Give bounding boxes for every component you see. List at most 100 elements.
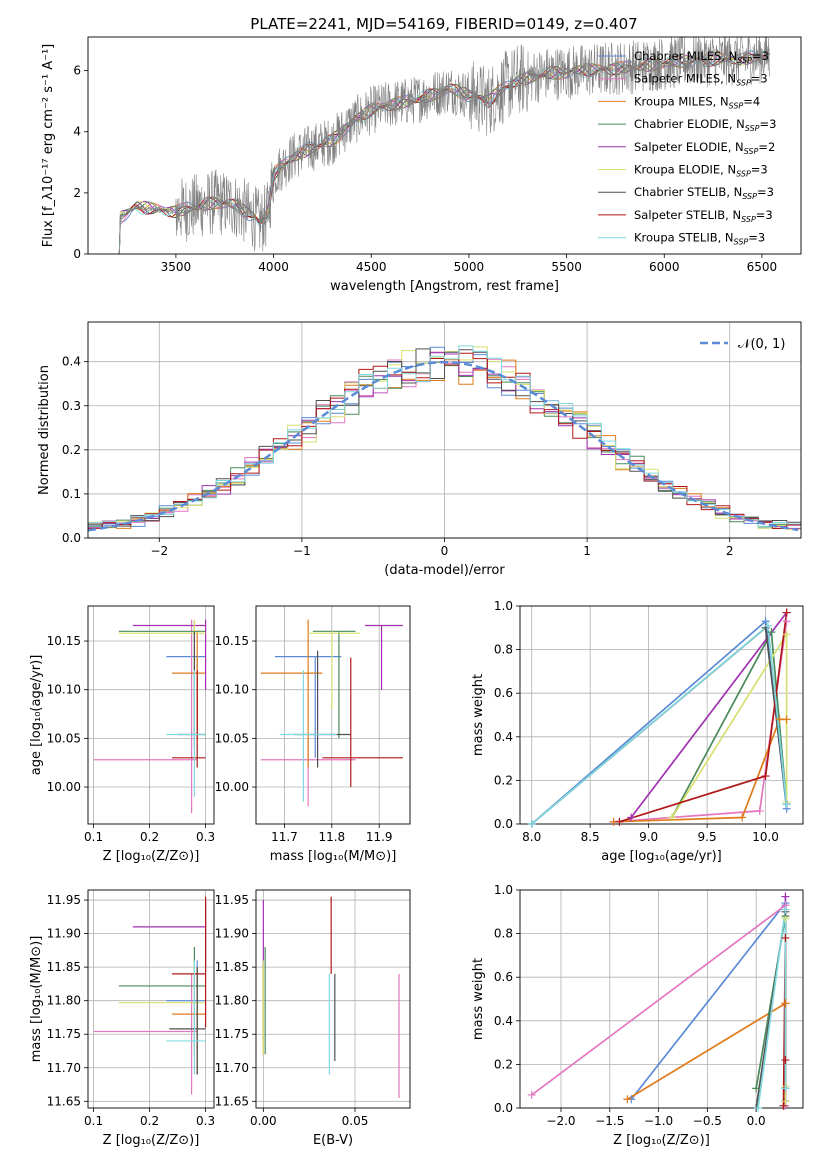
x-tick-label: 11.7 bbox=[271, 830, 298, 844]
x-tick-label: 9.0 bbox=[639, 830, 658, 844]
weight-marker bbox=[627, 813, 636, 822]
y-tick-label: 4 bbox=[73, 125, 81, 139]
y-tick-label: 10.10 bbox=[47, 683, 81, 697]
y-tick-label: 1.0 bbox=[494, 599, 513, 613]
y-tick-label: 0.6 bbox=[494, 686, 513, 700]
x-tick-label: −1 bbox=[293, 544, 311, 558]
weight-line bbox=[630, 611, 788, 819]
y-tick-label: 10.05 bbox=[47, 731, 81, 745]
x-axis-label: mass [log₁₀(M/M⊙)] bbox=[270, 849, 397, 864]
y-tick-label: 11.80 bbox=[47, 994, 81, 1008]
plot-layer: 3500 4000 4500 5000 5500 6000 6500 0 2 4 6 waveleng… bbox=[29, 36, 804, 1148]
weight-marker bbox=[738, 813, 747, 822]
x-tick-label: 11.9 bbox=[366, 830, 393, 844]
weight-marker bbox=[781, 933, 790, 942]
weight-marker bbox=[779, 1101, 788, 1110]
y-tick-label: 10.00 bbox=[215, 780, 249, 794]
histogram-step bbox=[88, 345, 801, 527]
x-tick-label: 5000 bbox=[454, 260, 485, 274]
y-tick-label: 11.65 bbox=[215, 1094, 249, 1108]
histogram-step bbox=[88, 352, 801, 529]
y-axis-label: Flux [f_λ10⁻¹⁷ erg cm⁻² s⁻¹ A⁻¹] bbox=[41, 44, 56, 248]
spectrum-legend: Chabrier MILES, NSSP=3 Salpeter MILES, NS… bbox=[598, 49, 776, 247]
y-axis-label: mass weight bbox=[471, 674, 486, 756]
axes-frame bbox=[87, 321, 802, 539]
legend-label: Kroupa MILES, NSSP=4 bbox=[634, 94, 760, 110]
weight-marker bbox=[781, 1056, 790, 1065]
y-tick-label: 1.0 bbox=[494, 883, 513, 897]
x-tick-label: 1 bbox=[583, 544, 591, 558]
legend-label: Chabrier STELIB, NSSP=3 bbox=[634, 185, 774, 201]
y-tick-label: 11.70 bbox=[47, 1061, 81, 1075]
x-axis-label: Z [log₁₀(Z/Z⊙)] bbox=[613, 1133, 710, 1148]
x-tick-label: 0.00 bbox=[250, 1114, 277, 1128]
y-tick-label: 0.4 bbox=[494, 730, 513, 744]
x-tick-label: −0.5 bbox=[693, 1114, 722, 1128]
legend-label: 𝒩(0, 1) bbox=[738, 337, 785, 352]
plot-area-spectrum bbox=[118, 37, 771, 254]
y-tick-label: 11.65 bbox=[47, 1094, 81, 1108]
x-tick-label: 6500 bbox=[747, 260, 778, 274]
legend-label: Salpeter STELIB, NSSP=3 bbox=[634, 208, 773, 224]
x-axis-label: Z [log₁₀(Z/Z⊙)] bbox=[103, 849, 200, 864]
y-axis-label: mass weight bbox=[471, 958, 486, 1040]
x-tick-label: 0.2 bbox=[140, 830, 159, 844]
axes-mass_vs_EBV: 0.00 0.05 11.65 11.70 11.75 11.80 11.85 11.90 11… bbox=[215, 889, 411, 1148]
weight-marker bbox=[761, 772, 770, 781]
y-tick-label: 0.0 bbox=[494, 1101, 513, 1115]
weight-marker bbox=[782, 608, 791, 617]
y-tick-label: 10.10 bbox=[215, 683, 249, 697]
axes-massweight_vs_age: 8.0 8.5 9.0 9.5 10.0 0.0 0.2 0.4 0.6 0.8 1.0 age [l… bbox=[471, 599, 804, 864]
axes-age_vs_Z: 0.1 0.2 0.3 10.00 10.05 10.10 10.15 Z [log₁₀(Z/… bbox=[29, 605, 215, 864]
y-tick-label: 11.85 bbox=[215, 960, 249, 974]
x-axis-label: (data-model)/error bbox=[384, 563, 505, 578]
plot-area-residuals bbox=[88, 345, 801, 532]
x-tick-label: 0.1 bbox=[84, 1114, 103, 1128]
y-tick-label: 11.70 bbox=[215, 1061, 249, 1075]
y-tick-label: 0.4 bbox=[494, 1014, 513, 1028]
weight-marker bbox=[767, 628, 776, 637]
legend-label: Kroupa STELIB, NSSP=3 bbox=[634, 231, 765, 247]
axes-frame bbox=[87, 605, 215, 825]
y-tick-label: 10.15 bbox=[215, 634, 249, 648]
weight-marker bbox=[755, 806, 764, 815]
weight-marker bbox=[754, 1104, 763, 1112]
weight-marker bbox=[615, 817, 624, 826]
weight-marker bbox=[752, 1084, 761, 1093]
y-tick-label: 0.2 bbox=[494, 773, 513, 787]
axes-residuals: −2 −1 0 1 2 0.0 0.1 0.2 0.3 0.4 (data-model)/error… bbox=[37, 321, 802, 578]
axes-frame bbox=[87, 36, 802, 255]
y-tick-label: 0.0 bbox=[494, 817, 513, 831]
axes-massweight_vs_Z: −2.0 −1.5 −1.0 −0.5 0.0 0.0 0.2 0.4 0.6 0.8 1.0 Z [… bbox=[471, 883, 804, 1148]
weight-marker bbox=[623, 1095, 632, 1104]
y-tick-label: 0.0 bbox=[62, 531, 81, 545]
x-tick-label: 4000 bbox=[258, 260, 289, 274]
plot-area-age_vs_Z bbox=[93, 619, 207, 814]
weight-marker bbox=[782, 800, 791, 809]
weight-marker bbox=[782, 617, 791, 626]
weight-line bbox=[626, 1002, 786, 1101]
x-tick-label: 5500 bbox=[551, 260, 582, 274]
x-tick-label: 0.3 bbox=[196, 1114, 215, 1128]
x-tick-label: 4500 bbox=[356, 260, 387, 274]
x-tick-label: 11.8 bbox=[318, 830, 345, 844]
histogram-step bbox=[88, 351, 801, 527]
y-tick-label: 11.75 bbox=[215, 1027, 249, 1041]
weight-marker bbox=[527, 1090, 536, 1099]
y-tick-label: 2 bbox=[73, 186, 81, 200]
weight-marker bbox=[781, 892, 790, 901]
x-axis-label: Z [log₁₀(Z/Z⊙)] bbox=[103, 1133, 200, 1148]
weight-marker bbox=[781, 1084, 790, 1093]
y-tick-label: 11.75 bbox=[47, 1027, 81, 1041]
axes-mass_vs_Z: 0.1 0.2 0.3 11.65 11.70 11.75 11.80 11.85 11.90 1… bbox=[29, 889, 215, 1148]
y-tick-label: 6 bbox=[73, 64, 81, 78]
x-tick-label: −2 bbox=[150, 544, 168, 558]
normal-reference-curve bbox=[88, 360, 799, 532]
legend-label: Chabrier ELODIE, NSSP=3 bbox=[634, 117, 776, 133]
axes-frame bbox=[519, 605, 804, 825]
x-tick-label: 0 bbox=[441, 544, 449, 558]
weight-marker bbox=[763, 621, 772, 630]
x-tick-label: 0.05 bbox=[342, 1114, 369, 1128]
